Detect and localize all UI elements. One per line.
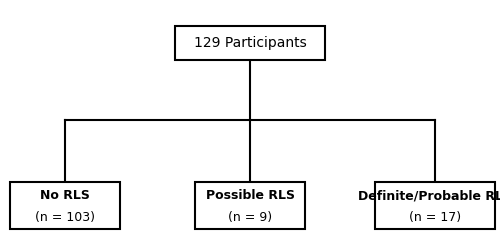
Text: (n = 17): (n = 17): [409, 211, 461, 224]
Text: 129 Participants: 129 Participants: [194, 36, 306, 50]
Text: No RLS: No RLS: [40, 190, 90, 202]
Text: Definite/Probable RLS: Definite/Probable RLS: [358, 190, 500, 202]
FancyBboxPatch shape: [195, 182, 305, 229]
Text: (n = 9): (n = 9): [228, 211, 272, 224]
FancyBboxPatch shape: [10, 182, 120, 229]
FancyBboxPatch shape: [375, 182, 495, 229]
FancyBboxPatch shape: [175, 26, 325, 60]
Text: (n = 103): (n = 103): [35, 211, 95, 224]
Text: Possible RLS: Possible RLS: [206, 190, 294, 202]
